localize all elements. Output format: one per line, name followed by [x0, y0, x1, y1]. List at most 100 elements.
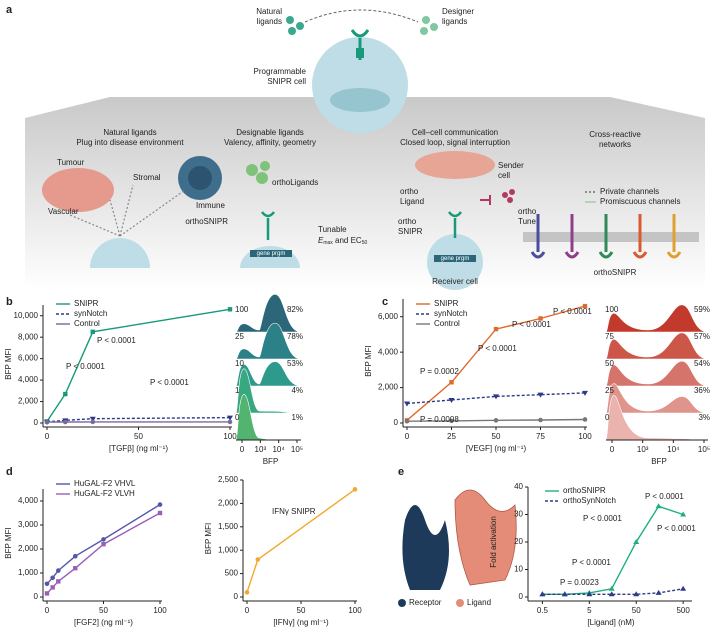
y-tick-label: 3,000	[18, 520, 39, 529]
value-label: 82%	[287, 305, 303, 314]
label: Tumour	[57, 158, 85, 167]
marker	[227, 415, 233, 421]
receptor	[356, 48, 364, 58]
legend-label: synNotch	[434, 309, 467, 318]
ligand-icon	[296, 22, 304, 30]
y-tick-label: 6,000	[18, 354, 39, 363]
section-title: Natural ligands	[103, 128, 156, 137]
legend-label: orthoSNIPR	[563, 486, 606, 495]
marker	[633, 591, 640, 597]
row-label: 50	[605, 359, 614, 368]
marker	[680, 511, 687, 517]
ligand-icon	[420, 27, 428, 35]
cell	[312, 37, 408, 133]
annotation: P < 0.0001	[572, 558, 611, 567]
x-tick-label: 0	[245, 606, 250, 615]
y-axis-label: Fold activation	[489, 516, 498, 568]
marker	[538, 316, 543, 321]
series-line	[246, 488, 356, 593]
tune-icon	[502, 192, 508, 198]
x-tick-label: 100	[153, 606, 167, 615]
marker	[448, 397, 455, 403]
x-axis-label: [TGFβ] (ng ml⁻¹)	[109, 444, 168, 453]
ligand-icon	[246, 164, 258, 176]
marker	[50, 585, 55, 590]
annotation: P = 0.0008	[420, 415, 459, 424]
row-label: 100	[235, 305, 249, 314]
label: gene prgm	[257, 251, 286, 257]
marker	[404, 401, 410, 407]
label: Vascular	[48, 207, 79, 216]
value-label: 57%	[694, 332, 710, 341]
x-tick-label: 50	[632, 606, 641, 615]
y-tick-label: 10	[514, 565, 523, 574]
x-tick-label: 10⁴	[272, 445, 285, 454]
legend-label: Control	[74, 319, 100, 328]
row-label: 100	[605, 305, 619, 314]
structure: Receptor Ligand	[398, 489, 517, 607]
x-tick-label: 25	[447, 432, 456, 441]
marker	[157, 502, 163, 507]
legend-label: Control	[434, 319, 460, 328]
ligand-icon	[256, 172, 268, 184]
marker	[101, 537, 106, 542]
legend-label: HuGAL-F2 VHVL	[74, 479, 136, 488]
x-axis-label: [IFNγ] (ng ml⁻¹)	[273, 618, 329, 627]
x-tick-label: 500	[676, 606, 690, 615]
x-axis-label: [Ligand] (nM)	[587, 618, 634, 627]
y-tick-label: 0	[34, 592, 39, 601]
marker	[255, 557, 261, 562]
marker	[50, 575, 55, 581]
ridge	[235, 322, 302, 360]
marker	[493, 326, 499, 332]
marker	[63, 391, 68, 397]
label: Designer	[442, 7, 474, 16]
row-label: 25	[605, 386, 614, 395]
y-tick-label: 0	[34, 418, 39, 427]
y-axis-label: BFP MFI	[4, 527, 13, 558]
label: cell	[498, 171, 510, 180]
label: ortho	[398, 217, 417, 226]
x-tick-label: 10⁵	[291, 445, 303, 454]
marker	[655, 589, 662, 595]
panel-letter: a	[6, 4, 13, 16]
y-tick-label: 2,000	[18, 397, 39, 406]
annotation: P < 0.0001	[583, 514, 622, 523]
marker	[608, 591, 615, 597]
y-tick-label: 4,000	[18, 496, 39, 505]
y-axis-label: BFP MFI	[204, 523, 213, 554]
x-axis-label: [FGF2] (ng ml⁻¹)	[74, 618, 133, 627]
series-line	[46, 416, 231, 423]
marker	[157, 510, 163, 516]
label: ligands	[257, 17, 282, 26]
marker	[89, 416, 96, 422]
series-line	[46, 308, 231, 422]
marker	[404, 418, 410, 424]
label: E	[318, 236, 324, 245]
marker	[586, 591, 593, 597]
section-subtitle: Plug into disease environment	[76, 138, 184, 147]
y-tick-label: 2,000	[218, 499, 239, 508]
sender-cell	[415, 151, 495, 179]
label: Ligand	[400, 197, 424, 206]
x-tick-label: 75	[536, 432, 545, 441]
ligand-icon	[288, 27, 296, 35]
label: max	[323, 240, 333, 246]
marker	[582, 390, 588, 396]
y-tick-label: 2,000	[18, 544, 39, 553]
panel-a: a Natural ligands Designer ligands Progr…	[6, 4, 705, 290]
x-tick-label: 50	[134, 432, 143, 441]
ridge	[605, 360, 709, 387]
y-tick-label: 500	[225, 569, 239, 578]
marker	[633, 539, 640, 544]
x-tick-label: 0	[405, 432, 410, 441]
panel-letter: d	[6, 466, 13, 478]
x-axis-label: BFP	[263, 457, 279, 466]
y-tick-label: 0	[519, 592, 524, 601]
y-tick-label: 1,000	[218, 545, 239, 554]
marker	[493, 394, 499, 400]
panel-letter: c	[382, 296, 388, 308]
marker	[561, 591, 568, 597]
membrane	[523, 232, 699, 242]
